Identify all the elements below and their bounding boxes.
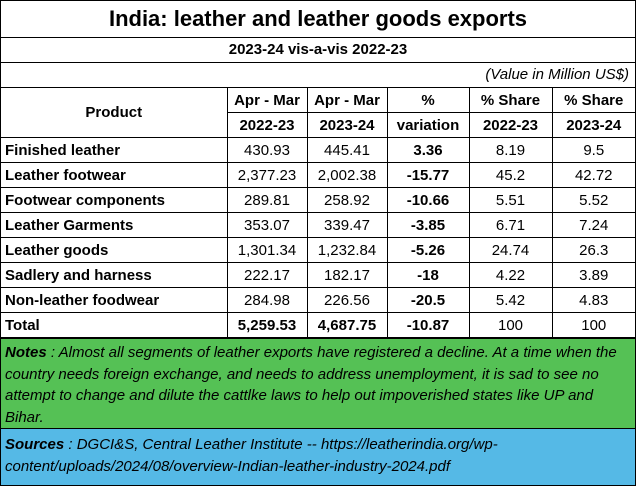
cell-share-2023-24: 26.3 [551,237,635,263]
table-row: Footwear components 289.81 258.92 -10.66… [1,187,635,213]
cell-variation: -5.26 [386,237,470,263]
cell-product: Non-leather foodwear [1,287,228,313]
total-label: Total [1,312,228,338]
cell-variation: -18 [386,262,470,288]
table-row: Leather footwear 2,377.23 2,002.38 -15.7… [1,162,635,188]
exports-document: India: leather and leather goods exports… [0,0,636,486]
cell-share-2022-23: 5.51 [468,187,553,213]
header-col3-top: % [386,88,470,113]
header-col4-bottom: 2022-23 [468,112,553,138]
header-col2-top: Apr - Mar [306,88,388,113]
cell-share-2022-23: 6.71 [468,212,553,238]
total-share-2022-23: 100 [468,312,553,338]
header-row-top: Product Apr - Mar Apr - Mar % % Share % … [1,88,635,138]
header-col5-bottom: 2023-24 [551,112,635,138]
cell-share-2023-24: 5.52 [551,187,635,213]
cell-value-2023-24: 339.47 [306,212,388,238]
cell-value-2022-23: 430.93 [226,137,308,163]
cell-variation: -10.66 [386,187,470,213]
cell-product: Footwear components [1,187,228,213]
cell-share-2022-23: 45.2 [468,162,553,188]
table-row: Non-leather foodwear 284.98 226.56 -20.5… [1,287,635,313]
cell-value-2022-23: 1,301.34 [226,237,308,263]
cell-share-2023-24: 3.89 [551,262,635,288]
cell-product: Leather goods [1,237,228,263]
cell-product: Leather Garments [1,212,228,238]
table-row: Leather goods 1,301.34 1,232.84 -5.26 24… [1,237,635,263]
cell-value-2023-24: 258.92 [306,187,388,213]
total-share-2023-24: 100 [551,312,635,338]
cell-value-2022-23: 2,377.23 [226,162,308,188]
cell-value-2023-24: 1,232.84 [306,237,388,263]
cell-share-2022-23: 8.19 [468,137,553,163]
header-col3-bottom: variation [386,112,470,138]
total-row: Total 5,259.53 4,687.75 -10.87 100 100 [1,312,635,338]
cell-product: Sadlery and harness [1,262,228,288]
header-col2-bottom: 2023-24 [306,112,388,138]
header-col1-bottom: 2022-23 [227,112,308,138]
cell-variation: -20.5 [386,287,470,313]
sources-text: : DGCI&S, Central Leather Institute -- h… [5,436,498,475]
exports-table: Product Apr - Mar Apr - Mar % % Share % … [1,88,635,338]
sources-label: Sources [5,436,65,453]
page-title: India: leather and leather goods exports [1,1,635,38]
notes-label: Notes [5,344,47,361]
table-row: Leather Garments 353.07 339.47 -3.85 6.7… [1,212,635,238]
header-col5-top: % Share [551,88,635,113]
total-value-2022-23: 5,259.53 [226,312,308,338]
cell-product: Leather footwear [1,162,228,188]
header-col1-top: Apr - Mar [226,88,308,113]
cell-share-2022-23: 4.22 [468,262,553,288]
sources-box: Sources : DGCI&S, Central Leather Instit… [1,429,635,486]
cell-value-2023-24: 2,002.38 [306,162,388,188]
cell-value-2022-23: 222.17 [226,262,308,288]
cell-value-2023-24: 182.17 [306,262,388,288]
cell-variation: 3.36 [386,137,470,163]
cell-value-2023-24: 445.41 [306,137,388,163]
total-variation: -10.87 [386,312,470,338]
cell-value-2022-23: 284.98 [226,287,308,313]
cell-value-2022-23: 353.07 [226,212,308,238]
cell-product: Finished leather [1,137,228,163]
cell-share-2023-24: 4.83 [551,287,635,313]
unit-note: (Value in Million US$) [1,63,635,88]
notes-box: Notes : Almost all segments of leather e… [1,338,635,429]
page-subtitle: 2023-24 vis-a-vis 2022-23 [1,38,635,63]
total-value-2023-24: 4,687.75 [306,312,388,338]
cell-share-2023-24: 7.24 [551,212,635,238]
header-product: Product [1,88,228,138]
cell-variation: -3.85 [386,212,470,238]
cell-share-2023-24: 42.72 [551,162,635,188]
table-row: Finished leather 430.93 445.41 3.36 8.19… [1,137,635,163]
header-col4-top: % Share [468,88,553,113]
cell-share-2022-23: 24.74 [468,237,553,263]
cell-value-2023-24: 226.56 [306,287,388,313]
notes-text: : Almost all segments of leather exports… [5,344,617,426]
cell-share-2022-23: 5.42 [468,287,553,313]
cell-value-2022-23: 289.81 [226,187,308,213]
cell-share-2023-24: 9.5 [551,137,635,163]
cell-variation: -15.77 [386,162,470,188]
table-row: Sadlery and harness 222.17 182.17 -18 4.… [1,262,635,288]
